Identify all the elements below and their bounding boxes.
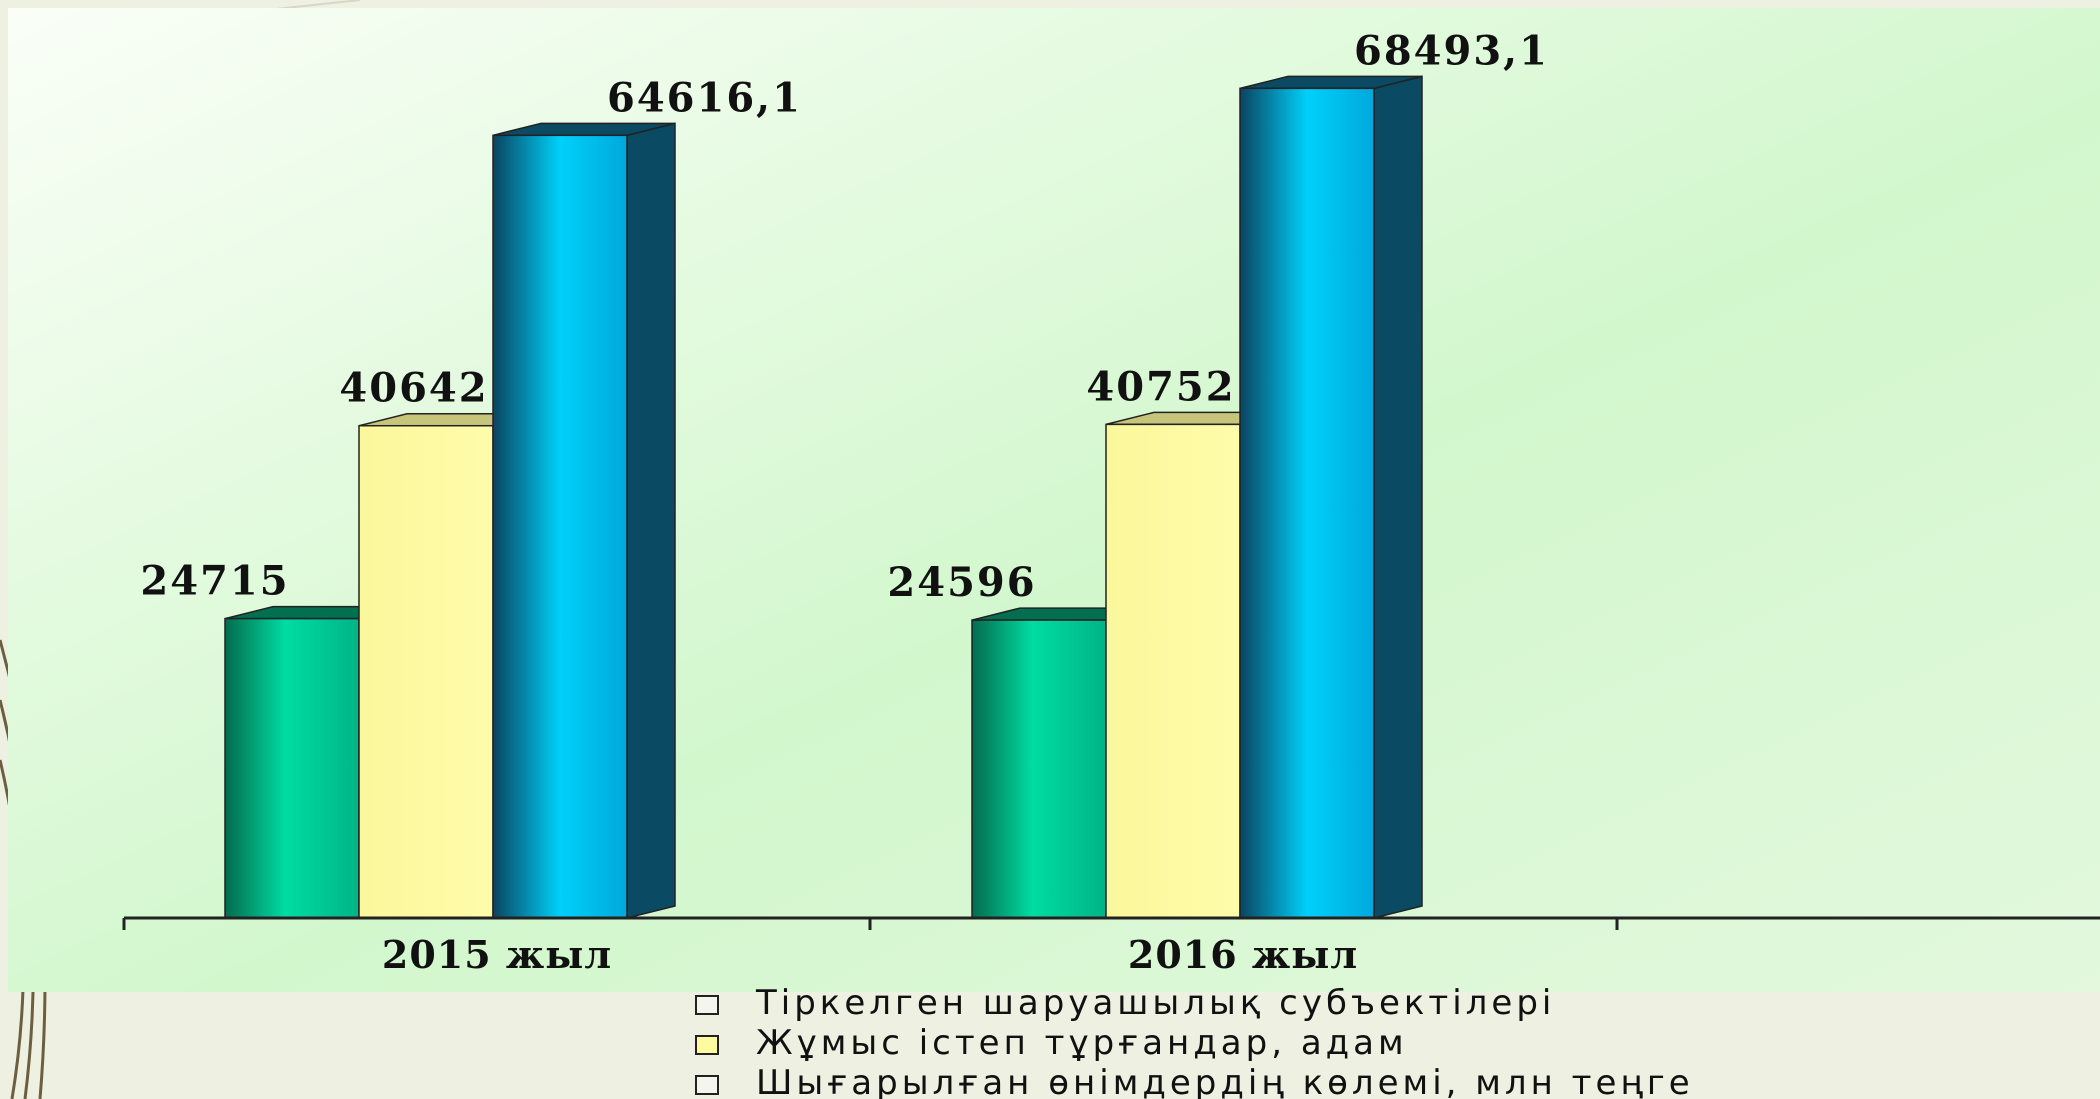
data-labels-layer: 24715 40642 64616,1 24596 40752 68493,1	[140, 27, 1549, 606]
legend-swatch	[695, 1075, 719, 1095]
bar-front	[492, 134, 628, 919]
data-label: 40642	[339, 365, 488, 412]
data-label: 68493,1	[1354, 27, 1549, 74]
bar-3-1	[492, 122, 676, 919]
data-label: 40752	[1086, 363, 1235, 410]
legend-label: Шығарылған өнімдердің көлемі, млн теңге	[756, 1063, 1694, 1099]
bar-front	[1105, 423, 1241, 919]
bar-front	[1239, 87, 1375, 919]
bar-front	[358, 424, 494, 919]
bar-side	[1373, 75, 1423, 919]
data-label: 24715	[140, 558, 289, 605]
legend-label: Жұмыс істеп тұрғандар, адам	[756, 1023, 1408, 1063]
legend-swatch	[695, 1035, 719, 1055]
bar-front	[224, 617, 360, 919]
bar-front	[971, 619, 1107, 919]
bar-3-2	[1239, 75, 1423, 919]
bar-side	[626, 122, 676, 919]
bars-layer	[224, 75, 1423, 919]
legend-swatch	[695, 995, 719, 1015]
data-label: 24596	[887, 559, 1036, 606]
x-axis: 2015 жыл 2016 жыл	[122, 916, 2100, 977]
data-label: 64616,1	[607, 74, 802, 121]
x-tick-label: 2016 жыл	[1128, 932, 1358, 977]
x-tick-label: 2015 жыл	[382, 932, 612, 977]
legend-label: Тіркелген шаруашылық субъектілері	[755, 983, 1555, 1023]
